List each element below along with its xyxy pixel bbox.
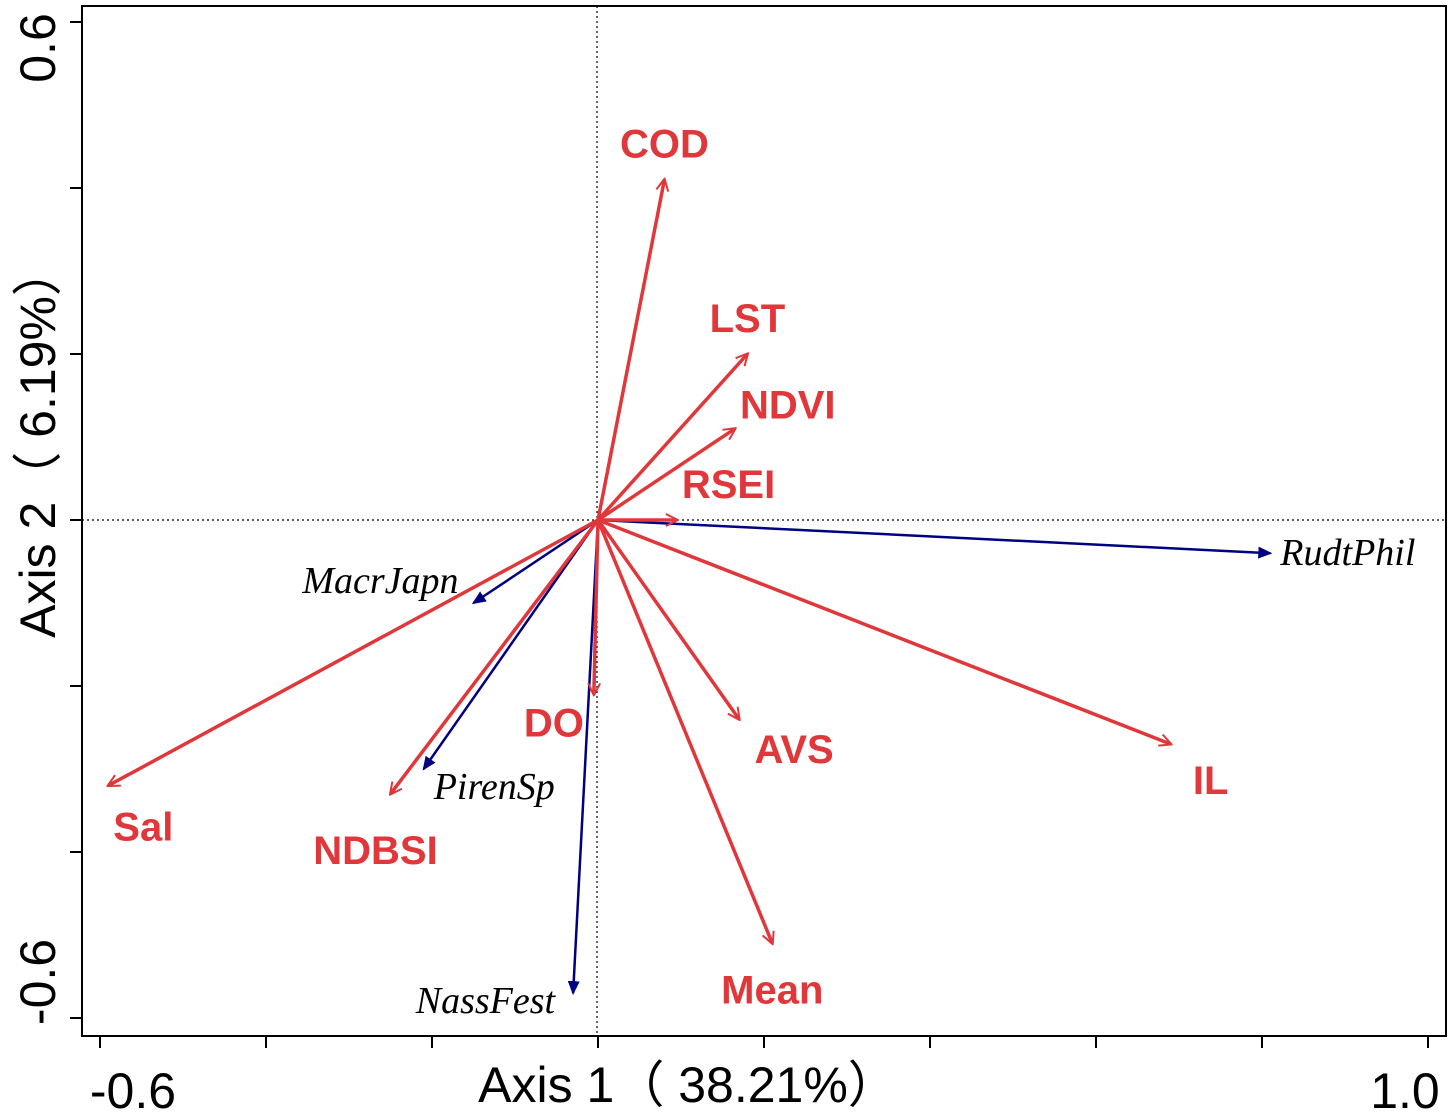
- env-label-COD: COD: [620, 123, 709, 167]
- env-label-RSEI: RSEI: [682, 463, 775, 507]
- y-axis-ticks: [70, 21, 82, 1019]
- species-label-RudtPhil: RudtPhil: [1279, 532, 1415, 574]
- species-arrow-MacrJapn: [471, 518, 599, 605]
- species-label-PirenSp: PirenSp: [433, 766, 555, 808]
- species-label-NassFest: NassFest: [415, 980, 557, 1022]
- tick-label-x-min: -0.6: [90, 1063, 176, 1115]
- env-arrow-COD: [596, 180, 664, 521]
- env-label-Sal: Sal: [113, 806, 173, 850]
- x-axis-ticks: [99, 1036, 1429, 1048]
- env-label-NDVI: NDVI: [740, 384, 836, 428]
- env-label-Mean: Mean: [721, 968, 823, 1012]
- env-arrow-LST: [596, 354, 747, 522]
- env-label-IL: IL: [1193, 759, 1229, 803]
- species-arrow-RudtPhil: [597, 518, 1273, 559]
- env-arrow-AVS: [596, 518, 739, 719]
- tick-label-y-max: 0.6: [10, 13, 66, 83]
- env-arrow-Mean: [596, 519, 772, 943]
- env-arrow-Sal: [108, 518, 599, 786]
- env-arrow-IL: [597, 518, 1171, 744]
- environmental-arrows: COD LST NDVI RSEI DO AVS Mean IL Sal NDBSI: [108, 123, 1229, 1012]
- x-axis-title: Axis 1（ 38.21%）: [478, 1057, 898, 1113]
- env-label-NDBSI: NDBSI: [313, 829, 437, 873]
- tick-label-y-min: -0.6: [10, 939, 66, 1025]
- plot-frame: [81, 5, 1447, 1037]
- env-arrow-DO: [594, 519, 598, 694]
- env-arrow-NDBSI: [391, 518, 600, 794]
- species-arrow-NassFest: [567, 519, 600, 996]
- tick-label-x-max: 1.0: [1370, 1063, 1440, 1115]
- species-arrow-PirenSp: [422, 519, 600, 771]
- env-label-AVS: AVS: [754, 728, 833, 772]
- env-label-DO: DO: [524, 701, 584, 745]
- species-label-MacrJapn: MacrJapn: [301, 560, 458, 602]
- env-label-LST: LST: [710, 297, 786, 341]
- env-arrow-NDVI: [597, 429, 735, 522]
- y-axis-title: Axis 2（ 6.19%）: [10, 246, 66, 638]
- species-arrows: RudtPhil MacrJapn PirenSp NassFest: [301, 518, 1415, 1022]
